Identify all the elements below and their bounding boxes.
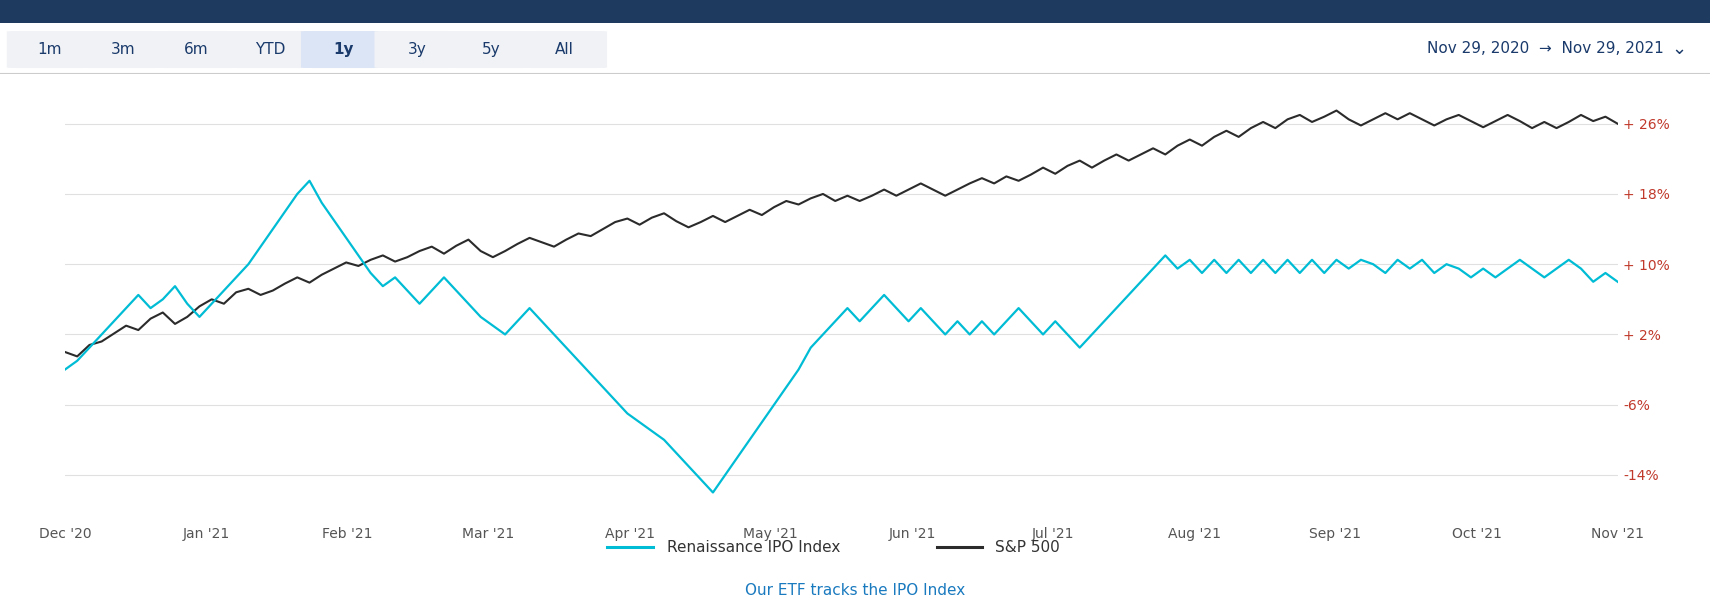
Text: S&P 500: S&P 500 xyxy=(995,540,1060,555)
Text: 6m: 6m xyxy=(185,42,209,57)
Text: Nov 29, 2020  →  Nov 29, 2021: Nov 29, 2020 → Nov 29, 2021 xyxy=(1428,41,1664,56)
Text: 3y: 3y xyxy=(409,42,426,57)
Text: 1m: 1m xyxy=(38,42,62,57)
Text: YTD: YTD xyxy=(255,42,286,57)
FancyBboxPatch shape xyxy=(448,31,534,68)
Text: 1y: 1y xyxy=(333,42,354,57)
FancyBboxPatch shape xyxy=(374,31,460,68)
Text: All: All xyxy=(554,42,575,57)
FancyBboxPatch shape xyxy=(301,31,386,68)
FancyBboxPatch shape xyxy=(80,31,166,68)
FancyBboxPatch shape xyxy=(522,31,607,68)
Text: 3m: 3m xyxy=(111,42,135,57)
FancyBboxPatch shape xyxy=(227,31,313,68)
FancyBboxPatch shape xyxy=(154,31,239,68)
Text: Our ETF tracks the IPO Index: Our ETF tracks the IPO Index xyxy=(746,583,964,597)
FancyBboxPatch shape xyxy=(7,31,92,68)
Text: 5y: 5y xyxy=(482,42,499,57)
Text: Renaissance IPO Index: Renaissance IPO Index xyxy=(667,540,840,555)
Text: ⌄: ⌄ xyxy=(1672,39,1686,58)
